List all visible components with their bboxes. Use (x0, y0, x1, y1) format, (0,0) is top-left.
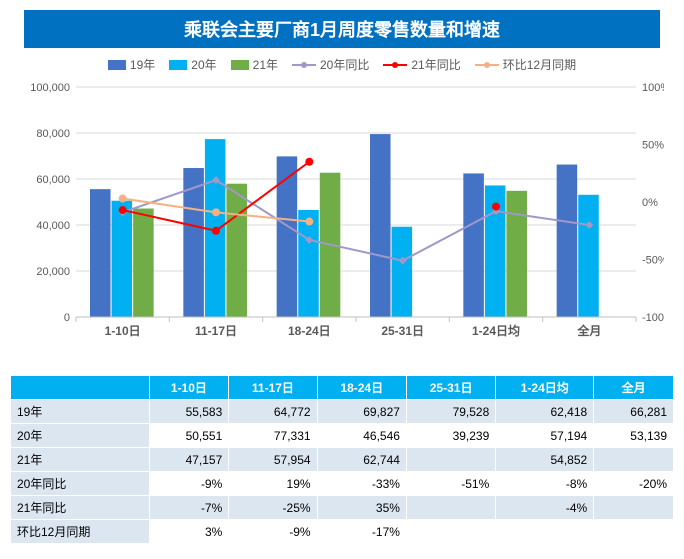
cell: 19% (229, 472, 317, 496)
data-table: 1-10日11-17日18-24日25-31日1-24日均全月 19年55,583… (10, 375, 674, 544)
cell (594, 496, 674, 520)
chart-title: 乘联会主要厂商1月周度零售数量和增速 (24, 10, 660, 48)
chart-svg: 0 20,000 40,000 60,000 80,000 100,000 -100% -50… (20, 77, 664, 367)
col-header: 25-31日 (406, 376, 495, 400)
col-header: 11-17日 (229, 376, 317, 400)
row-header: 20年 (11, 424, 150, 448)
row-header: 21年同比 (11, 496, 150, 520)
svg-text:100,000: 100,000 (30, 82, 70, 94)
legend-bar-21年: 21年 (231, 56, 278, 73)
svg-text:0%: 0% (642, 197, 658, 209)
svg-text:全月: 全月 (576, 323, 601, 338)
cell: -9% (149, 472, 229, 496)
row-header: 环比12月同期 (11, 520, 150, 544)
cell: 57,194 (496, 424, 594, 448)
cell: -25% (229, 496, 317, 520)
svg-text:-100%: -100% (642, 312, 664, 324)
cell: -9% (229, 520, 317, 544)
svg-text:11-17日: 11-17日 (195, 324, 237, 338)
cell: 47,157 (149, 448, 229, 472)
svg-text:60,000: 60,000 (36, 174, 70, 186)
cell (594, 448, 674, 472)
cell (406, 496, 495, 520)
legend-line-环比12月同期: 环比12月同期 (475, 56, 576, 73)
cell: 62,744 (317, 448, 406, 472)
legend: 19年 20年 21年 20年同比 21年同比环比12月同期 (0, 48, 684, 77)
legend-line-20年同比: 20年同比 (292, 56, 369, 73)
cell: -8% (496, 472, 594, 496)
cell: -51% (406, 472, 495, 496)
cell: 50,551 (149, 424, 229, 448)
col-header: 18-24日 (317, 376, 406, 400)
svg-text:40,000: 40,000 (36, 220, 70, 232)
cell: 35% (317, 496, 406, 520)
svg-text:80,000: 80,000 (36, 128, 70, 140)
cell: -17% (317, 520, 406, 544)
cell (406, 448, 495, 472)
row-header: 20年同比 (11, 472, 150, 496)
cell: 64,772 (229, 400, 317, 424)
legend-bar-20年: 20年 (169, 56, 216, 73)
cell: 69,827 (317, 400, 406, 424)
svg-text:50%: 50% (642, 140, 664, 152)
cell: -20% (594, 472, 674, 496)
cell: 66,281 (594, 400, 674, 424)
svg-text:1-24日均: 1-24日均 (472, 323, 520, 338)
cell: 62,418 (496, 400, 594, 424)
cell: 53,139 (594, 424, 674, 448)
svg-text:18-24日: 18-24日 (288, 324, 331, 338)
col-header: 1-10日 (149, 376, 229, 400)
svg-text:0: 0 (64, 312, 70, 324)
svg-text:100%: 100% (642, 82, 664, 94)
chart-area: 0 20,000 40,000 60,000 80,000 100,000 -100% -50… (20, 77, 664, 367)
cell: 39,239 (406, 424, 495, 448)
cell: 57,954 (229, 448, 317, 472)
cell: 54,852 (496, 448, 594, 472)
cell: 79,528 (406, 400, 495, 424)
col-header: 全月 (594, 376, 674, 400)
svg-text:25-31日: 25-31日 (381, 324, 424, 338)
row-header: 21年 (11, 448, 150, 472)
cell: -33% (317, 472, 406, 496)
cell: -4% (496, 496, 594, 520)
cell: -7% (149, 496, 229, 520)
cell (406, 520, 495, 544)
cell (496, 520, 594, 544)
col-header: 1-24日均 (496, 376, 594, 400)
cell: 3% (149, 520, 229, 544)
cell: 46,546 (317, 424, 406, 448)
cell: 77,331 (229, 424, 317, 448)
legend-line-21年同比: 21年同比 (383, 56, 460, 73)
cell: 55,583 (149, 400, 229, 424)
cell (594, 520, 674, 544)
svg-text:1-10日: 1-10日 (105, 324, 141, 338)
svg-text:-50%: -50% (642, 255, 664, 267)
svg-text:20,000: 20,000 (36, 266, 70, 278)
legend-bar-19年: 19年 (108, 56, 155, 73)
row-header: 19年 (11, 400, 150, 424)
